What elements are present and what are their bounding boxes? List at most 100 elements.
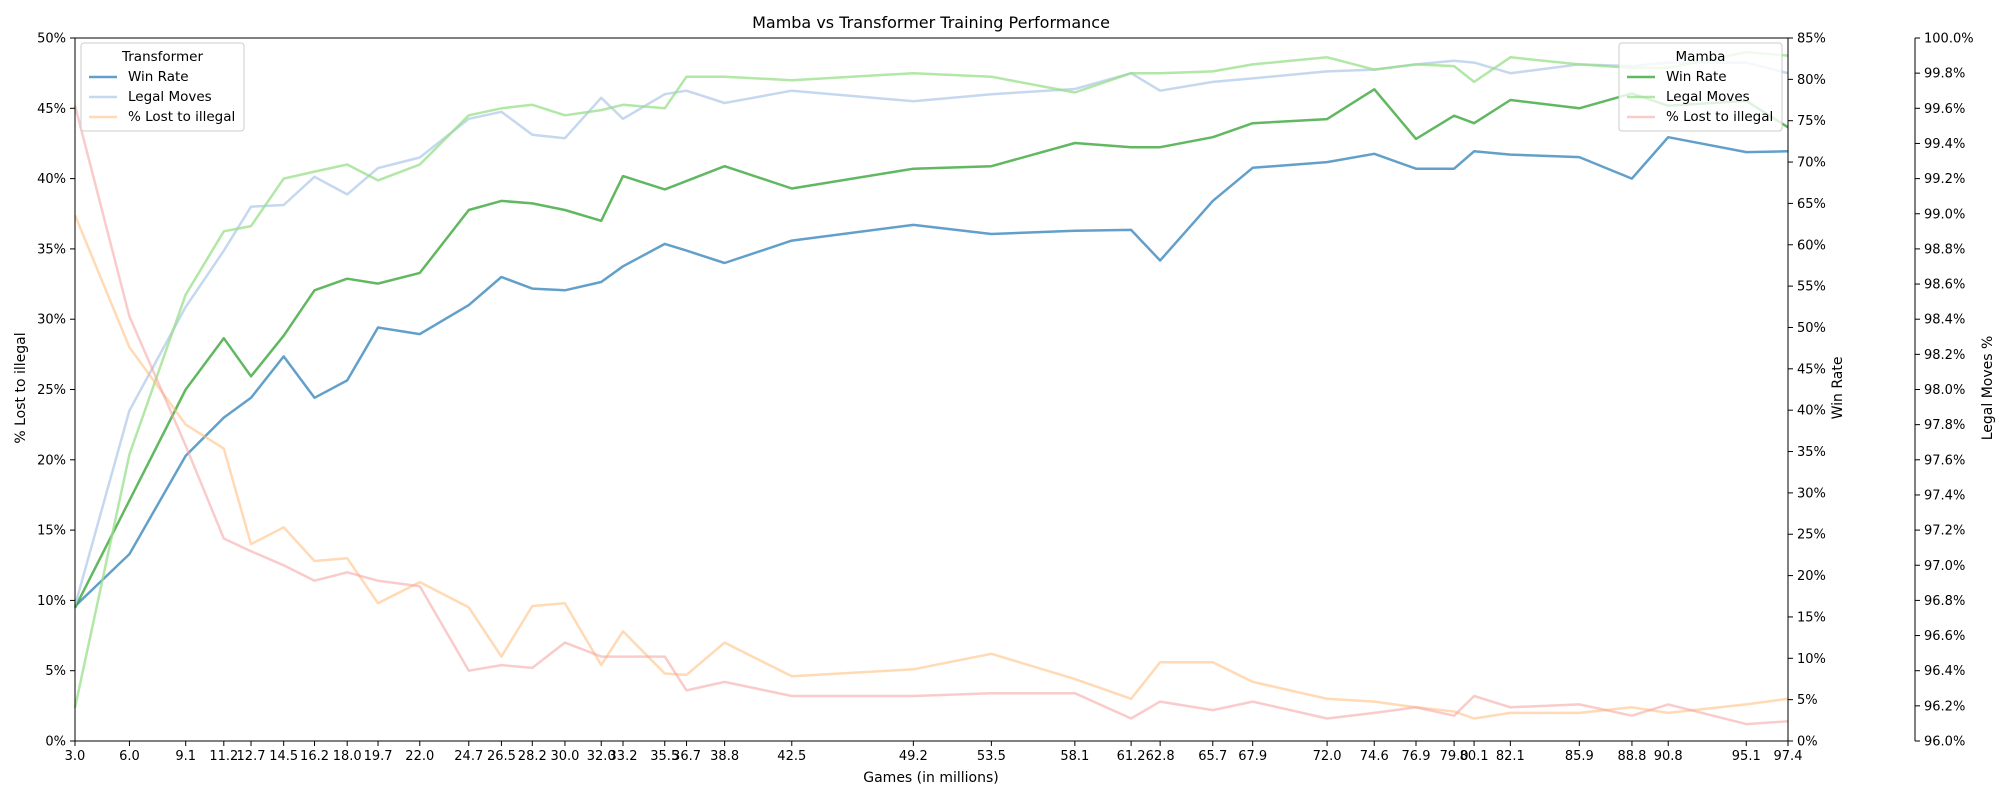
- x-tick-label: 16.2: [300, 749, 329, 764]
- y-axis-label-win-rate: Win Rate: [1830, 357, 1846, 420]
- y-legal-moves-tick-label: 99.2%: [1924, 172, 1965, 187]
- y-legal-moves-tick-label: 96.6%: [1924, 629, 1965, 644]
- y-legal-moves-tick-label: 99.0%: [1924, 207, 1965, 222]
- y-legal-moves-tick-label: 96.2%: [1924, 699, 1965, 714]
- y-left-tick-label: 20%: [37, 453, 66, 468]
- y-win-rate-tick-label: 45%: [1797, 362, 1826, 377]
- x-tick-label: 97.4: [1774, 749, 1803, 764]
- x-tick-label: 6.0: [119, 749, 140, 764]
- x-tick-label: 36.7: [672, 749, 701, 764]
- y-win-rate-tick-label: 30%: [1797, 486, 1826, 501]
- x-axis: 3.0 6.0 9.1 11.212.7 14.5 16.2 18.0 19.7 22.0 24.…: [65, 741, 1803, 764]
- y-win-rate-tick-label: 5%: [1797, 693, 1818, 708]
- y-win-rate-tick-label: 20%: [1797, 569, 1826, 584]
- legend-box: [1618, 42, 1783, 132]
- legend-title: Mamba: [1676, 49, 1726, 65]
- y-win-rate-tick-label: 55%: [1797, 280, 1826, 295]
- y-legal-moves-tick-label: 98.6%: [1924, 278, 1965, 293]
- y-legal-moves-tick-label: 99.6%: [1924, 102, 1965, 117]
- y-axis-label-legal-moves: Legal Moves %: [1980, 336, 1996, 441]
- chart-title: Mamba vs Transformer Training Performanc…: [752, 13, 1110, 32]
- legend-transformer: Transformer Win Rate Legal Moves % Lost to …: [80, 42, 245, 132]
- x-tick-label: 19.7: [364, 749, 393, 764]
- y-axis-legal-moves: 96.0% 96.2% 96.4% 96.6% 96.8% 97.0% 97.2% 97.4%…: [1914, 32, 1974, 750]
- x-tick-label: 12.7: [237, 749, 266, 764]
- legend-entry: % Lost to illegal: [1666, 109, 1773, 125]
- y-win-rate-tick-label: 40%: [1797, 404, 1826, 419]
- legend-entry: Legal Moves: [128, 89, 212, 105]
- y-left-tick-label: 5%: [45, 664, 66, 679]
- x-axis-label: Games (in millions): [863, 770, 999, 786]
- y-win-rate-tick-label: 15%: [1797, 610, 1826, 625]
- y-win-rate-tick-label: 75%: [1797, 114, 1826, 129]
- x-tick-label: 53.5: [977, 749, 1006, 764]
- y-legal-moves-tick-label: 96.0%: [1924, 735, 1965, 750]
- legend-box: [80, 42, 245, 132]
- series-line-mamba-win-rate: [73, 88, 1789, 609]
- x-tick-label: 22.0: [405, 749, 434, 764]
- y-axis-left: 0% 5% 10% 15% 20% 25% 30% 35% 40% 45% 50%: [37, 32, 75, 750]
- series-line-mamba-legal-moves: [73, 50, 1789, 708]
- y-left-tick-label: 0%: [45, 735, 66, 750]
- x-tick-label: 33.2: [609, 749, 638, 764]
- y-win-rate-tick-label: 25%: [1797, 528, 1826, 543]
- x-tick-label: 11.2: [209, 749, 238, 764]
- series-line-transformer-win-rate: [74, 135, 1789, 608]
- y-axis-win-rate: 0% 5% 10% 15% 20% 25% 30% 35% 40% 45% 50% 55% 60% 65%…: [1788, 32, 1826, 750]
- x-tick-label: 79.0: [1440, 749, 1469, 764]
- x-tick-label: 28.2: [518, 749, 547, 764]
- x-tick-label: 80.1: [1460, 749, 1489, 764]
- y-legal-moves-tick-label: 98.2%: [1924, 348, 1965, 363]
- series-line-transformer-legal-moves: [73, 59, 1789, 607]
- legend-entry: Win Rate: [1666, 69, 1727, 85]
- y-win-rate-tick-label: 70%: [1797, 156, 1826, 171]
- series-lines: [73, 50, 1789, 726]
- x-tick-label: 18.0: [333, 749, 362, 764]
- y-legal-moves-tick-label: 97.4%: [1924, 488, 1965, 503]
- y-left-tick-label: 45%: [37, 102, 66, 117]
- x-tick-label: 42.5: [777, 749, 806, 764]
- y-left-tick-label: 10%: [37, 594, 66, 609]
- x-tick-label: 72.0: [1313, 749, 1342, 764]
- y-legal-moves-tick-label: 99.8%: [1924, 67, 1965, 82]
- x-tick-label: 24.7: [454, 749, 483, 764]
- x-tick-label: 49.2: [899, 749, 928, 764]
- x-tick-label: 95.1: [1732, 749, 1761, 764]
- x-tick-label: 3.0: [65, 749, 86, 764]
- y-win-rate-tick-label: 50%: [1797, 321, 1826, 336]
- y-legal-moves-tick-label: 98.0%: [1924, 383, 1965, 398]
- series-line-mamba-pct-lost-to-illegal: [73, 105, 1789, 726]
- x-tick-label: 61.2: [1117, 749, 1146, 764]
- y-legal-moves-tick-label: 97.2%: [1924, 524, 1965, 539]
- x-tick-label: 76.9: [1402, 749, 1431, 764]
- x-tick-label: 35.5: [650, 749, 679, 764]
- y-legal-moves-tick-label: 100.0%: [1924, 32, 1974, 47]
- y-win-rate-tick-label: 60%: [1797, 238, 1826, 253]
- y-win-rate-tick-label: 35%: [1797, 445, 1826, 460]
- y-legal-moves-tick-label: 97.6%: [1924, 453, 1965, 468]
- y-win-rate-tick-label: 0%: [1797, 735, 1818, 750]
- y-legal-moves-tick-label: 98.4%: [1924, 313, 1965, 328]
- y-axis-label-left: % Lost to illegal: [13, 332, 29, 443]
- y-legal-moves-tick-label: 99.4%: [1924, 137, 1965, 152]
- y-win-rate-tick-label: 65%: [1797, 197, 1826, 212]
- x-tick-label: 85.9: [1565, 749, 1594, 764]
- x-tick-label: 9.1: [175, 749, 196, 764]
- y-legal-moves-tick-label: 98.8%: [1924, 242, 1965, 257]
- y-win-rate-tick-label: 80%: [1797, 73, 1826, 88]
- legend-entry: Win Rate: [128, 69, 189, 85]
- x-tick-label: 26.5: [487, 749, 516, 764]
- x-tick-label: 67.9: [1238, 749, 1267, 764]
- x-tick-label: 74.6: [1360, 749, 1389, 764]
- x-tick-label: 88.8: [1617, 749, 1646, 764]
- x-tick-label: 32.0: [587, 749, 616, 764]
- y-legal-moves-tick-label: 96.4%: [1924, 664, 1965, 679]
- y-left-tick-label: 35%: [37, 242, 66, 257]
- x-tick-label: 62.8: [1146, 749, 1175, 764]
- x-tick-label: 38.8: [710, 749, 739, 764]
- y-left-tick-label: 15%: [37, 524, 66, 539]
- x-tick-label: 90.8: [1654, 749, 1683, 764]
- y-legal-moves-tick-label: 97.8%: [1924, 418, 1965, 433]
- y-win-rate-tick-label: 85%: [1797, 32, 1826, 47]
